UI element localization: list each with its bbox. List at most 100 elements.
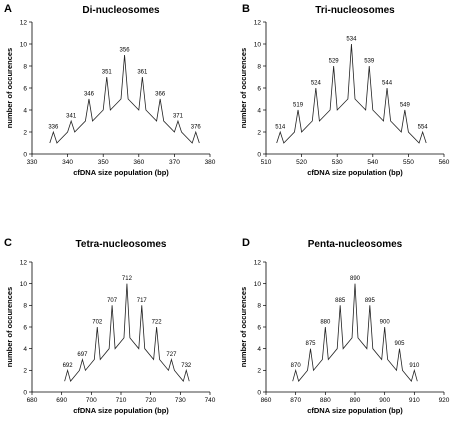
panel-a-y-tick-label: 8: [23, 63, 27, 70]
panel-c-x-tick-label: 690: [56, 397, 67, 404]
panel-b-peak-label: 524: [311, 81, 322, 87]
panel-c-peak-label: 697: [77, 352, 88, 358]
panel-a-peak-label: 336: [48, 125, 59, 131]
panel-d-letter: D: [242, 237, 250, 249]
panel-c-x-tick-label: 710: [116, 397, 127, 404]
panel-b-peak-label: 514: [275, 125, 286, 131]
panel-a-y-tick-label: 10: [20, 41, 28, 48]
panel-c-x-tick-label: 730: [175, 397, 186, 404]
panel-d-y-axis-title: number of occurences: [239, 287, 248, 367]
panel-a-peak-label: 341: [66, 114, 77, 120]
panel-b-y-tick-label: 10: [254, 41, 262, 48]
panel-b-y-tick-label: 0: [257, 151, 261, 158]
panel-c-x-tick-label: 720: [145, 397, 156, 404]
panel-d-peak-label: 870: [291, 363, 302, 369]
panel-b-y-axis-title: number of occurences: [239, 48, 248, 128]
panel-b-peak-label: 554: [418, 125, 429, 131]
panel-a-y-tick-label: 4: [23, 107, 27, 114]
panel-b-peak-label: 544: [382, 81, 393, 87]
panel-c-series-line: [64, 283, 190, 383]
panel-c-letter: C: [4, 237, 12, 249]
panel-b-x-tick-label: 530: [332, 159, 343, 166]
panel-b-title: Tri-nucleosomes: [315, 5, 395, 16]
panel-d-peak-label: 900: [380, 320, 391, 326]
panel-b-x-tick-label: 560: [439, 159, 450, 166]
panel-a-x-tick-label: 350: [98, 159, 109, 166]
panel-d-y-tick-label: 6: [257, 324, 261, 331]
panel-a-series-line: [49, 54, 200, 144]
panel-c-x-tick-label: 740: [205, 397, 216, 404]
panel-a-x-tick-label: 360: [133, 159, 144, 166]
panel-b-x-tick-label: 520: [296, 159, 307, 166]
panel-d-series-line: [292, 283, 418, 383]
panel-c-x-tick-label: 700: [86, 397, 97, 404]
panel-c-y-tick-label: 2: [23, 368, 27, 375]
panel-a-y-tick-label: 12: [20, 19, 28, 26]
panel-a-x-tick-label: 370: [169, 159, 180, 166]
panel-b-y-tick-label: 12: [254, 19, 262, 26]
panel-d-x-tick-label: 890: [350, 397, 361, 404]
panel-d-peak-label: 880: [320, 320, 331, 326]
panel-c-y-tick-label: 6: [23, 324, 27, 331]
panel-b-y-tick-label: 2: [257, 129, 261, 136]
panel-d-peak-label: 885: [335, 298, 346, 304]
panel-b-letter: B: [242, 3, 250, 15]
panel-a-peak-label: 361: [137, 70, 148, 76]
panel-a-peak-label: 346: [84, 92, 95, 98]
panel-c-peak-label: 702: [92, 320, 103, 326]
panel-d-peak-label: 895: [365, 298, 376, 304]
panel-d-x-tick-label: 860: [261, 397, 272, 404]
panel-d-peak-label: 875: [305, 341, 316, 347]
panel-c-peak-label: 732: [181, 363, 192, 369]
panel-a-x-tick-label: 330: [27, 159, 38, 166]
panel-d-x-tick-label: 920: [439, 397, 450, 404]
panel-b-x-axis-title: cfDNA size population (bp): [307, 168, 403, 177]
panel-b-y-tick-label: 6: [257, 85, 261, 92]
panel-a-y-tick-label: 0: [23, 151, 27, 158]
panel-b-peak-label: 529: [329, 59, 340, 65]
panel-c-x-axis-title: cfDNA size population (bp): [73, 406, 169, 415]
panel-d-x-tick-label: 900: [379, 397, 390, 404]
panel-d-x-tick-label: 910: [409, 397, 420, 404]
panel-b-x-tick-label: 550: [403, 159, 414, 166]
panel-c-peak-label: 707: [107, 298, 118, 304]
panel-a-y-axis-title: number of occurences: [5, 48, 14, 128]
panel-b-y-tick-label: 4: [257, 107, 261, 114]
panel-d-y-tick-label: 10: [254, 281, 262, 288]
panel-a-y-tick-label: 6: [23, 85, 27, 92]
panel-d-peak-label: 905: [394, 341, 405, 347]
panel-c-title: Tetra-nucleosomes: [76, 239, 167, 250]
panel-c-y-tick-label: 4: [23, 346, 27, 353]
panel-c-y-axis-title: number of occurences: [5, 287, 14, 367]
panel-d-y-tick-label: 4: [257, 346, 261, 353]
panel-c-peak-label: 722: [152, 320, 163, 326]
panel-d-x-tick-label: 870: [290, 397, 301, 404]
panel-b-peak-label: 539: [364, 59, 375, 65]
panel-a-title: Di-nucleosomes: [82, 5, 160, 16]
panel-a-peak-label: 351: [102, 70, 113, 76]
panel-b-y-tick-label: 8: [257, 63, 261, 70]
panel-c-y-tick-label: 8: [23, 303, 27, 310]
panel-c-peak-label: 727: [166, 352, 177, 358]
panel-d-y-tick-label: 0: [257, 389, 261, 396]
panel-a-peak-label: 376: [191, 125, 202, 131]
panel-b-x-tick-label: 540: [367, 159, 378, 166]
panel-d-peak-label: 910: [409, 363, 420, 369]
panel-a-peak-label: 356: [120, 48, 131, 54]
panel-b-peak-label: 549: [400, 103, 411, 109]
panel-c-peak-label: 712: [122, 276, 133, 282]
panel-a-x-axis-title: cfDNA size population (bp): [73, 168, 169, 177]
panel-b-x-tick-label: 510: [261, 159, 272, 166]
panel-a-peak-label: 371: [173, 114, 184, 120]
panel-b-peak-label: 534: [346, 37, 357, 43]
panel-c-y-tick-label: 12: [20, 259, 28, 266]
panel-a-x-tick-label: 380: [205, 159, 216, 166]
panel-c-peak-label: 692: [63, 363, 74, 369]
panel-a-x-tick-label: 340: [62, 159, 73, 166]
panel-d-y-tick-label: 8: [257, 303, 261, 310]
panel-d-y-tick-label: 2: [257, 368, 261, 375]
panel-d-title: Penta-nucleosomes: [308, 239, 403, 250]
panel-b-series-line: [276, 43, 427, 144]
